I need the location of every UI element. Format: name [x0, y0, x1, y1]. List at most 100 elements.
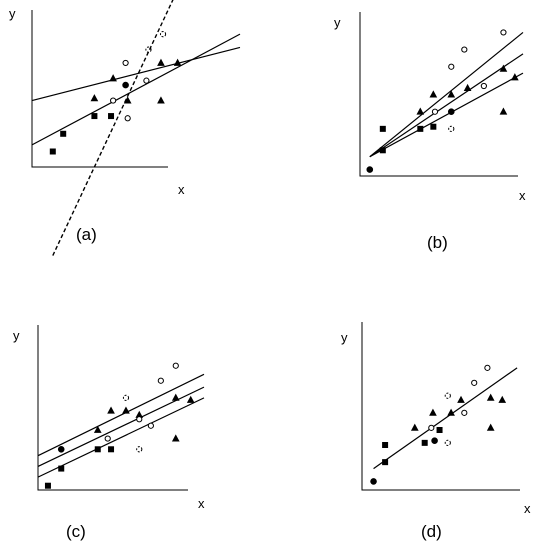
panel-b-point-circle-filled [447, 108, 455, 116]
panel-a-fit-line-3 [52, 0, 174, 256]
panel-c-point-triangle [93, 425, 102, 433]
panel-a-point-triangle [123, 96, 132, 104]
panel-c-point-circle-half [136, 446, 143, 453]
panel-d-point-triangle [447, 408, 455, 416]
panel-a-fit-line-2 [31, 33, 241, 146]
panel-c: y x (c) [13, 325, 205, 541]
panel-b-fit-line-2 [369, 53, 524, 158]
panel-b-point-circle-open [448, 63, 455, 70]
panel-a-point-circle-open [124, 115, 131, 122]
panel-a-point-circle-half [159, 31, 167, 38]
panel-c-axes [37, 325, 188, 491]
panel-c-fit-line-2 [37, 386, 205, 467]
panel-a-point-triangle [157, 58, 165, 66]
panel-b-point-circle-filled [366, 166, 374, 173]
panel-b-point-square [430, 123, 437, 130]
panel-d-point-triangle [457, 395, 465, 403]
panel-b-point-triangle [416, 107, 425, 115]
panel-d-point-triangle [486, 423, 495, 431]
panel-b-fit-line-1 [369, 31, 524, 158]
panel-d-point-circle-filled [431, 437, 438, 445]
panel-b-point-circle-open [431, 108, 439, 115]
panel-a-point-circle-open [143, 77, 150, 84]
panel-c-point-triangle [171, 393, 180, 401]
panel-a-point-square [91, 113, 98, 120]
panel-d-fit-line-1 [373, 367, 518, 470]
panel-c-xlabel: x [198, 496, 205, 511]
panel-b-point-triangle [499, 107, 508, 115]
panel-b-point-circle-open [461, 46, 468, 53]
panel-c-point-circle-open [157, 377, 164, 384]
panel-d-point-triangle [429, 408, 437, 416]
panel-b-point-square [379, 147, 386, 154]
panel-b-point-triangle [429, 90, 438, 98]
panel-c-fit-line-3 [37, 397, 205, 478]
panel-b-point-triangle [511, 73, 519, 81]
panel-c-label: (c) [66, 522, 86, 541]
panel-c-point-square [44, 482, 51, 489]
panel-d-point-triangle [486, 393, 495, 401]
panel-a-label: (a) [76, 225, 97, 244]
panel-c-ylabel: y [13, 328, 20, 343]
panel-d-point-triangle [410, 423, 419, 431]
panel-b-xlabel: x [519, 188, 526, 203]
panel-d-point-triangle [498, 395, 507, 403]
panel-a-point-circle-open [110, 97, 117, 104]
panel-a-point-circle-filled [122, 81, 129, 89]
panel-c-point-circle-open [104, 435, 111, 442]
panel-d-point-circle-open [461, 409, 468, 416]
panel-a-axes [31, 10, 168, 168]
panel-c-point-square [58, 465, 65, 472]
panel-b-point-triangle [463, 83, 472, 92]
panel-c-point-circle-filled [57, 445, 65, 453]
panel-b-point-triangle [447, 90, 456, 98]
panel-d-point-square [382, 442, 389, 448]
panel-d: y x (d) [341, 322, 531, 541]
panel-a-point-triangle [157, 96, 165, 104]
panel-a-xlabel: x [178, 182, 185, 197]
panel-d-point-square [382, 459, 389, 466]
panel-b-ylabel: y [334, 15, 341, 30]
panel-b-point-square [379, 125, 386, 132]
panel-a-point-triangle [90, 94, 99, 102]
panel-b-point-circle-half [448, 125, 455, 132]
panel-b: y x (b) [334, 12, 526, 252]
panel-b-label: (b) [427, 233, 448, 252]
panel-a-ylabel: y [9, 6, 16, 21]
panel-a: y x (a) [9, 0, 241, 256]
panel-c-point-square [94, 446, 101, 453]
panel-c-point-square [108, 446, 115, 453]
panel-d-point-circle-open [471, 379, 478, 386]
panel-b-point-square [417, 125, 424, 132]
panel-b-point-triangle [499, 64, 508, 72]
panel-c-point-circle-half [122, 394, 130, 401]
panel-b-fit-line-3 [369, 72, 524, 158]
panel-c-plot [37, 362, 205, 489]
panel-d-point-circle-open [428, 424, 435, 431]
panel-d-ylabel: y [341, 330, 348, 345]
panel-d-point-circle-half [444, 439, 451, 446]
panel-a-point-circle-open [122, 59, 129, 67]
panel-c-fit-line-1 [37, 373, 205, 457]
panel-c-point-triangle [171, 434, 180, 442]
panel-c-point-circle-open [136, 416, 143, 423]
panel-a-point-triangle [173, 58, 182, 66]
panel-d-label: (d) [421, 522, 442, 541]
panel-a-point-square [60, 130, 67, 137]
panel-d-axes [361, 322, 520, 491]
panel-b-point-circle-open [480, 82, 487, 90]
panel-b-point-circle-open [500, 29, 507, 36]
panel-c-point-triangle [107, 406, 115, 414]
panel-a-point-circle-half [145, 46, 152, 53]
panel-d-point-square [421, 439, 428, 446]
panel-d-xlabel: x [524, 501, 531, 516]
panel-c-point-circle-open [147, 422, 154, 429]
panel-a-point-square [49, 148, 56, 155]
panel-a-fit-line-1 [31, 46, 241, 102]
panel-a-point-square [108, 113, 115, 120]
panel-d-point-circle-half [444, 392, 451, 399]
panel-b-axes [359, 12, 518, 177]
panel-d-plot [370, 364, 518, 485]
panel-c-point-circle-open [172, 362, 179, 369]
